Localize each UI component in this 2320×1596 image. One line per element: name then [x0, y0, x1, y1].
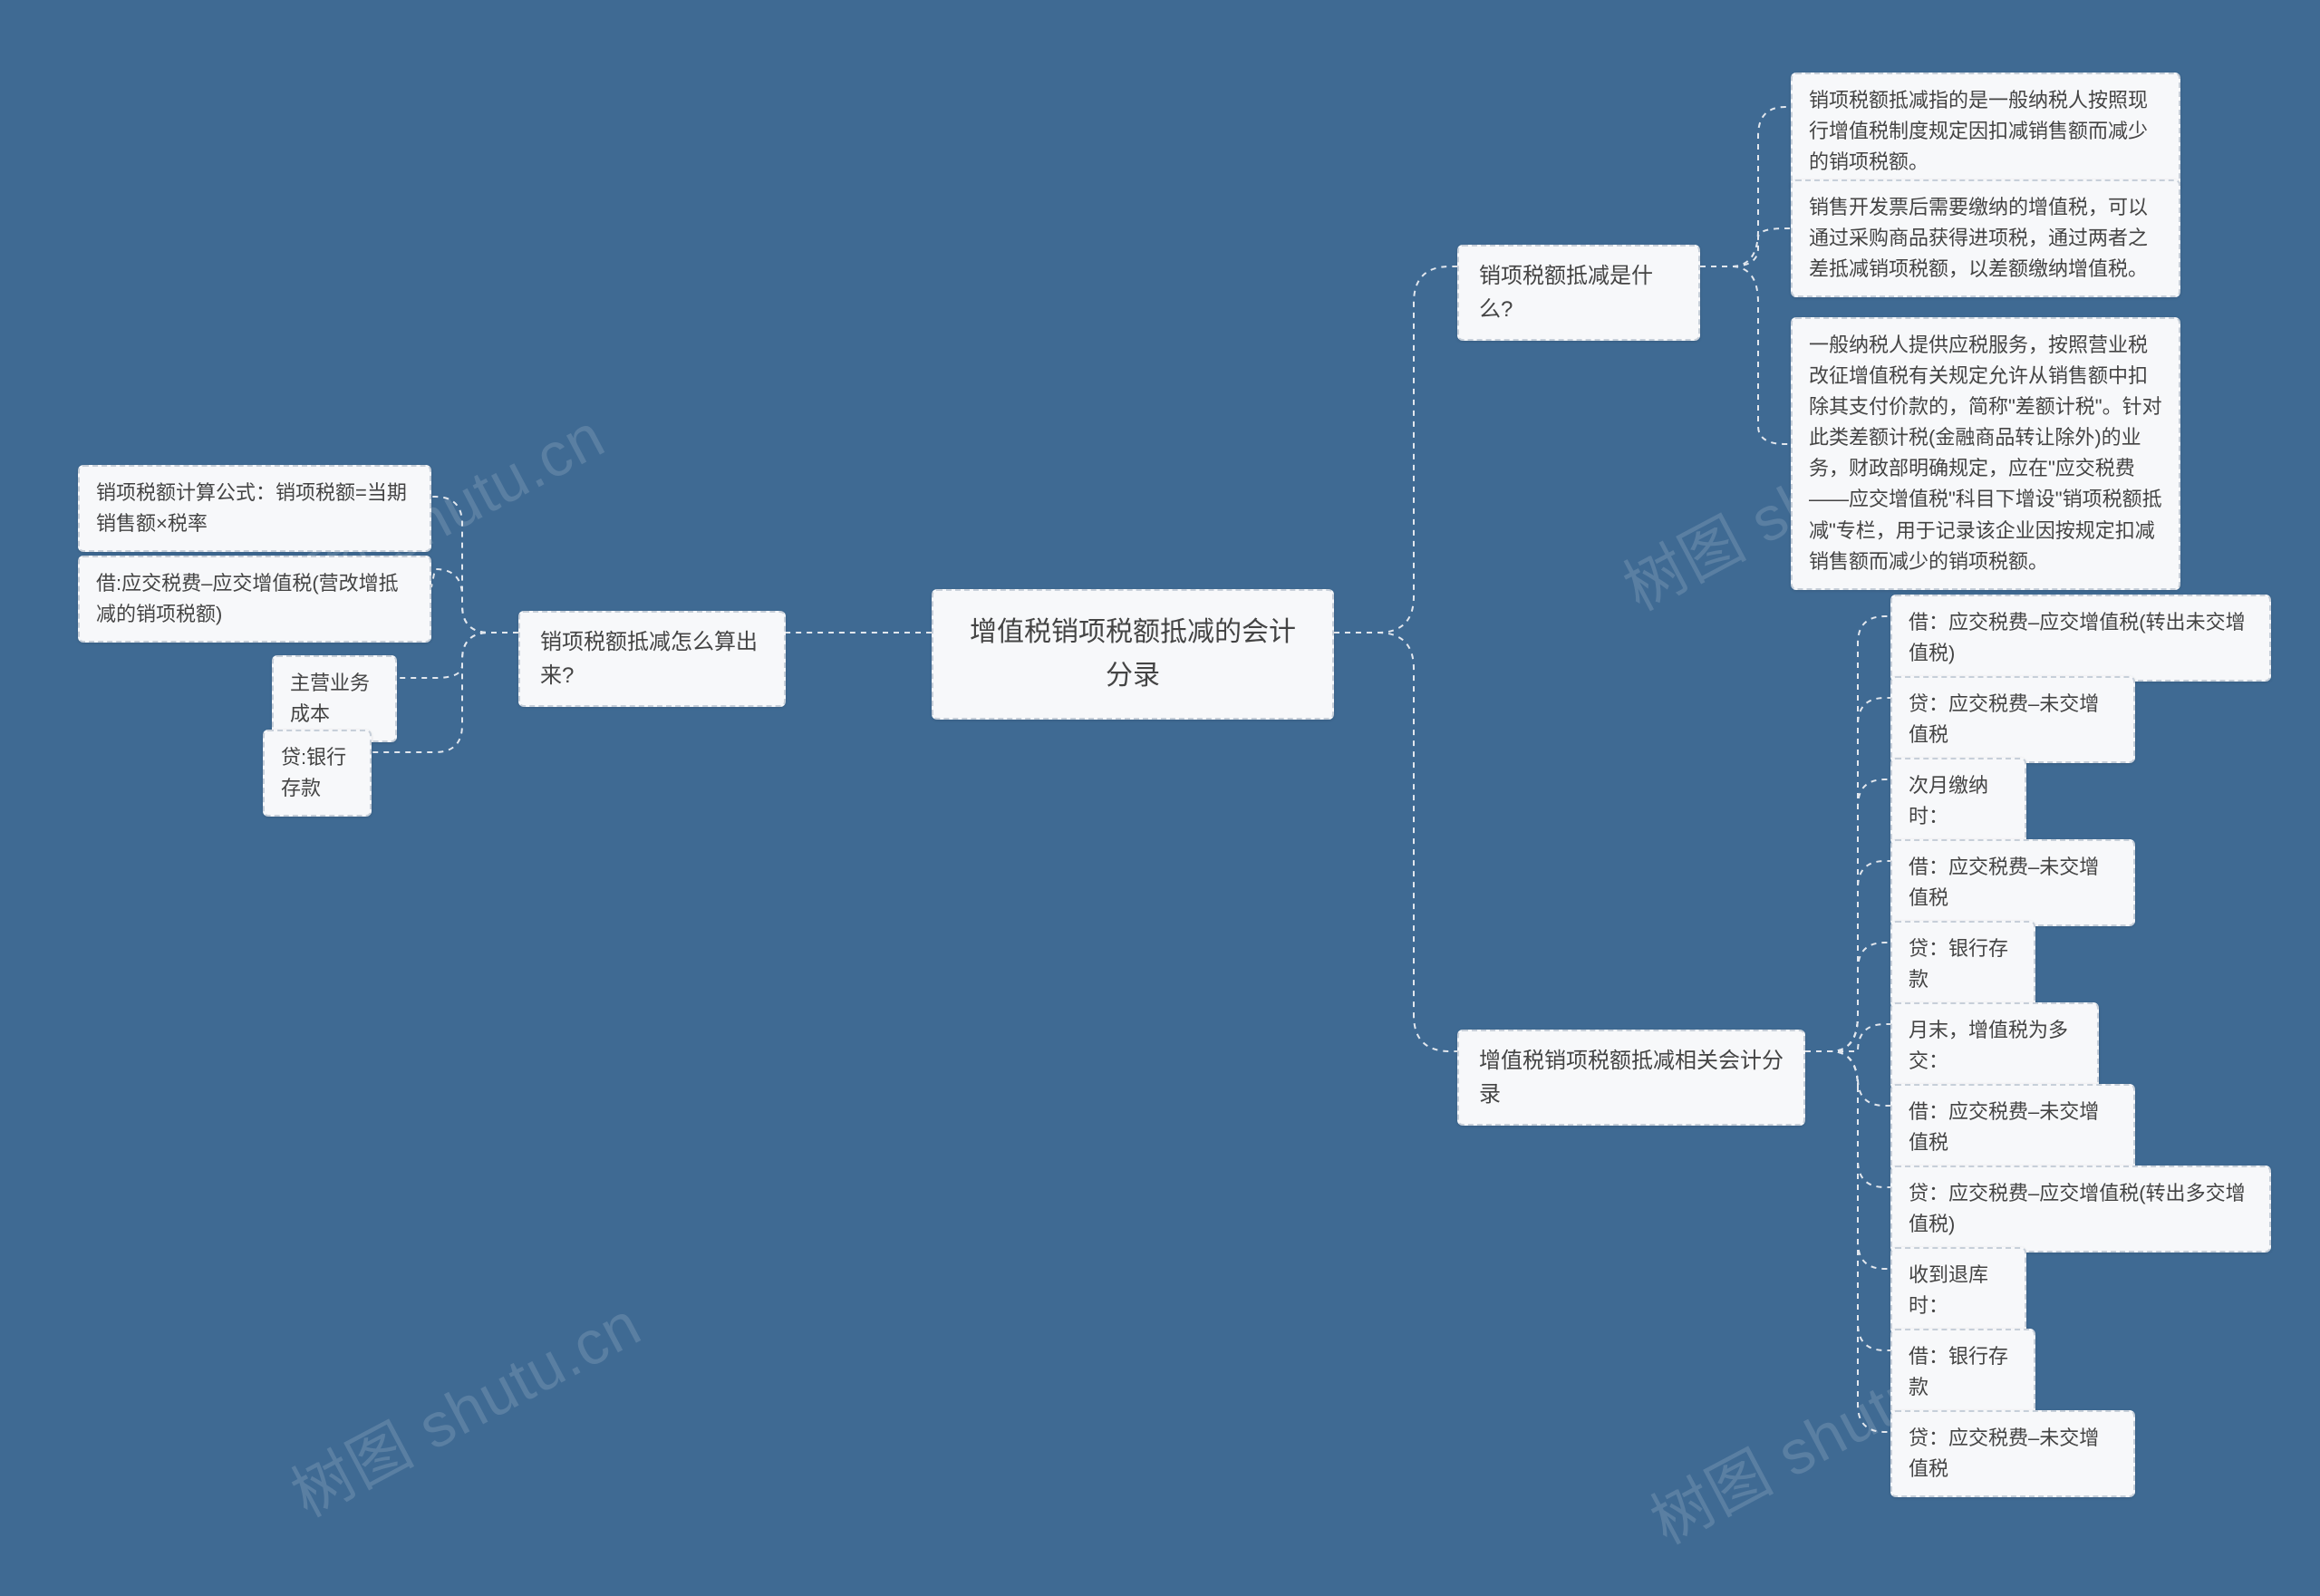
leaf-left-0[interactable]: 销项税额计算公式：销项税额=当期销售额×税率 — [78, 465, 431, 552]
leaf-r1-7[interactable]: 贷：应交税费–应交增值税(转出多交增值税) — [1890, 1166, 2271, 1253]
leaf-r1-10[interactable]: 贷：应交税费–未交增值税 — [1890, 1410, 2135, 1497]
leaf-r1-8[interactable]: 收到退库时： — [1890, 1247, 2026, 1334]
leaf-left-1[interactable]: 借:应交税费–应交增值税(营改增抵减的销项税额) — [78, 556, 431, 643]
leaf-r0-2[interactable]: 一般纳税人提供应税服务，按照营业税改征增值税有关规定允许从销售额中扣除其支付价款… — [1791, 317, 2180, 590]
leaf-r1-3[interactable]: 借：应交税费–未交增值税 — [1890, 839, 2135, 926]
root-node[interactable]: 增值税销项税额抵减的会计分录 — [932, 589, 1334, 720]
leaf-left-3[interactable]: 贷:银行存款 — [263, 730, 372, 817]
mindmap-canvas: 树图 shutu.cn 树图 shutu.cn 树图 shutu.cn 树图 s… — [0, 0, 2320, 1596]
watermark: 树图 shutu.cn — [274, 1275, 654, 1534]
leaf-r1-9[interactable]: 借：银行存款 — [1890, 1329, 2035, 1416]
leaf-r1-6[interactable]: 借：应交税费–未交增值税 — [1890, 1084, 2135, 1171]
leaf-r1-4[interactable]: 贷：银行存款 — [1890, 921, 2035, 1008]
branch-right-1[interactable]: 增值税销项税额抵减相关会计分录 — [1457, 1030, 1805, 1126]
branch-left[interactable]: 销项税额抵减怎么算出来? — [518, 611, 786, 707]
leaf-r1-5[interactable]: 月末，增值税为多交： — [1890, 1002, 2099, 1089]
leaf-r0-1[interactable]: 销售开发票后需要缴纳的增值税，可以通过采购商品获得进项税，通过两者之差抵减销项税… — [1791, 179, 2180, 297]
leaf-r1-0[interactable]: 借：应交税费–应交增值税(转出未交增值税) — [1890, 595, 2271, 682]
leaf-r1-2[interactable]: 次月缴纳时： — [1890, 758, 2026, 845]
branch-right-0[interactable]: 销项税额抵减是什么? — [1457, 245, 1700, 341]
leaf-r1-1[interactable]: 贷：应交税费–未交增值税 — [1890, 676, 2135, 763]
leaf-r0-0[interactable]: 销项税额抵减指的是一般纳税人按照现行增值税制度规定因扣减销售额而减少的销项税额。 — [1791, 73, 2180, 190]
